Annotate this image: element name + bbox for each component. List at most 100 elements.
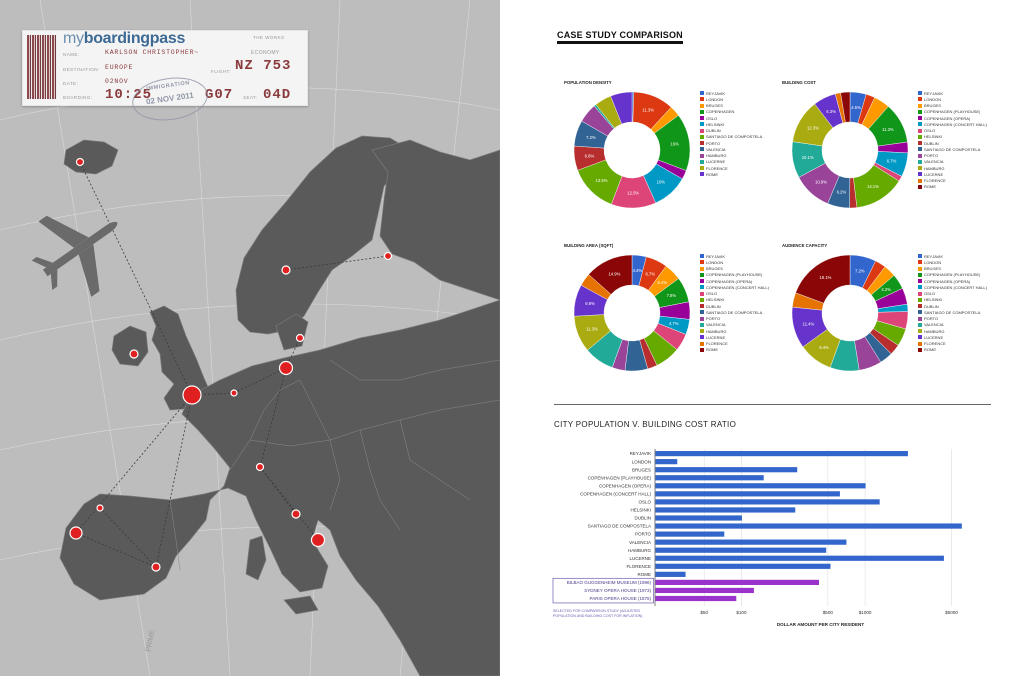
category-label: HAMBURG bbox=[628, 548, 652, 553]
works-label: THE WORKS bbox=[253, 35, 285, 40]
flight-number: NZ 753 bbox=[235, 58, 292, 74]
legend-label: FLORENCE bbox=[924, 178, 946, 184]
city-marker-bruges[interactable] bbox=[230, 389, 238, 397]
legend-swatch bbox=[700, 159, 704, 164]
bar[interactable] bbox=[655, 467, 798, 473]
legend-label: OSLO bbox=[706, 291, 718, 297]
pie-slice[interactable] bbox=[588, 254, 633, 295]
bar[interactable] bbox=[655, 523, 962, 529]
legend-swatch bbox=[918, 279, 922, 283]
legend-swatch bbox=[700, 172, 704, 177]
legend-label: COPENHAGEN (CONCERT HALL) bbox=[706, 284, 769, 290]
category-label: COPENHAGEN (OPERA) bbox=[599, 483, 652, 488]
pie-slice[interactable] bbox=[840, 91, 851, 123]
legend-swatch bbox=[918, 91, 922, 95]
pie-data-label: 10% bbox=[657, 179, 666, 184]
city-marker-helsinki[interactable] bbox=[383, 251, 393, 261]
city-marker-porto[interactable] bbox=[69, 526, 83, 540]
bar[interactable] bbox=[655, 483, 866, 489]
legend-label: COPENHAGEN (PLAYHOUSE) bbox=[924, 109, 981, 115]
category-label: PARIS OPERA HOUSE (1875) bbox=[590, 596, 652, 601]
map-panel: PRIME myboardingpass NAME: KARLSON CHRIS… bbox=[0, 0, 500, 676]
category-label: BRUGES bbox=[632, 467, 651, 472]
legend-swatch bbox=[918, 285, 922, 290]
bar[interactable] bbox=[655, 587, 754, 594]
legend-swatch bbox=[700, 91, 704, 95]
pie-data-label: 16% bbox=[670, 142, 679, 147]
legend-label: COPENHAGEN (OPERA) bbox=[706, 278, 753, 284]
bar[interactable] bbox=[655, 475, 764, 481]
category-label: BILBAO GUGGENHEIM MUSEUM (1996) bbox=[567, 580, 652, 585]
bar[interactable] bbox=[655, 563, 831, 569]
city-marker-hamburg[interactable] bbox=[278, 360, 294, 376]
category-label: HELSINKI bbox=[630, 508, 651, 513]
city-marker-reykjavik[interactable] bbox=[75, 157, 85, 167]
legend-label: REYJAVIK bbox=[706, 90, 726, 96]
highlight-box bbox=[552, 577, 654, 604]
pie-title: AUDIENCE CAPACITY bbox=[782, 243, 828, 248]
category-label: OSLO bbox=[638, 500, 651, 505]
bar[interactable] bbox=[655, 539, 847, 545]
city-marker-florence[interactable] bbox=[291, 509, 301, 519]
pie-data-label: 14.1% bbox=[867, 184, 879, 189]
pie-title: BUILDING COST bbox=[782, 80, 816, 85]
legend-swatch bbox=[918, 254, 922, 258]
legend-label: HELSINKI bbox=[706, 297, 725, 303]
legend-label: VALENCIA bbox=[924, 322, 944, 328]
date-label: DATE: bbox=[63, 81, 79, 86]
legend-label: COPENHAGEN (PLAYHOUSE) bbox=[706, 272, 763, 278]
city-marker-copenhagen[interactable] bbox=[295, 333, 305, 343]
bar[interactable] bbox=[655, 531, 725, 537]
legend-label: LONDON bbox=[706, 259, 724, 265]
legend-swatch bbox=[700, 103, 704, 108]
city-marker-santiago[interactable] bbox=[96, 504, 104, 512]
bar[interactable] bbox=[655, 491, 840, 497]
legend-label: FLORENCE bbox=[706, 341, 728, 347]
pie-audience-capacity: AUDIENCE CAPACITY 7.2% 4.2% 9.4% 11.4% 19.1%… bbox=[782, 243, 992, 373]
city-marker-valencia[interactable] bbox=[151, 562, 161, 572]
legend-swatch bbox=[918, 153, 922, 158]
bar[interactable] bbox=[655, 547, 827, 553]
bar[interactable] bbox=[655, 595, 737, 602]
flight-label: FLIGHT: bbox=[211, 69, 231, 74]
city-marker-oslo[interactable] bbox=[281, 265, 291, 275]
legend-swatch bbox=[918, 316, 922, 321]
section-divider bbox=[554, 404, 991, 405]
category-label: ROME bbox=[638, 572, 652, 577]
legend-label: DUBLIN bbox=[706, 128, 721, 134]
bar[interactable] bbox=[655, 571, 686, 577]
pie-data-label: 6.8% bbox=[585, 154, 595, 159]
pie-slice[interactable] bbox=[610, 91, 633, 125]
city-marker-lucerne[interactable] bbox=[255, 462, 265, 472]
pie-slice[interactable] bbox=[795, 254, 851, 304]
legend-label: LONDON bbox=[924, 259, 942, 265]
bar[interactable] bbox=[655, 451, 908, 457]
bar[interactable] bbox=[655, 499, 880, 505]
city-marker-dublin[interactable] bbox=[129, 349, 139, 359]
flight-routes bbox=[75, 161, 389, 568]
bar[interactable] bbox=[655, 515, 742, 521]
legend-swatch bbox=[700, 128, 704, 133]
legend-label: HAMBURG bbox=[924, 165, 945, 171]
bar[interactable] bbox=[655, 555, 944, 561]
legend-label: HAMBURG bbox=[706, 328, 727, 334]
legend-swatch bbox=[700, 335, 704, 340]
name-label: NAME: bbox=[63, 52, 80, 57]
x-tick-label: $500 bbox=[823, 610, 834, 615]
city-marker-rome[interactable] bbox=[310, 532, 326, 548]
legend-swatch bbox=[918, 166, 922, 170]
legend-swatch bbox=[918, 260, 922, 265]
category-label: REYJAVIK bbox=[630, 451, 651, 456]
legend-swatch bbox=[918, 109, 922, 114]
bar[interactable] bbox=[655, 507, 796, 513]
city-marker-london[interactable] bbox=[182, 385, 202, 405]
legend-label: FLORENCE bbox=[924, 341, 946, 347]
pie-data-label: 10.1% bbox=[802, 155, 814, 160]
category-label: LUCERNE bbox=[629, 556, 651, 561]
legend-label: OSLO bbox=[706, 115, 718, 121]
pie-data-label: 9.8% bbox=[585, 301, 595, 306]
destination-value: EUROPE bbox=[105, 64, 134, 71]
bar[interactable] bbox=[655, 459, 678, 465]
bar[interactable] bbox=[655, 579, 820, 585]
category-label: COPENHAGEN (PLAYHOUSE) bbox=[588, 475, 652, 480]
